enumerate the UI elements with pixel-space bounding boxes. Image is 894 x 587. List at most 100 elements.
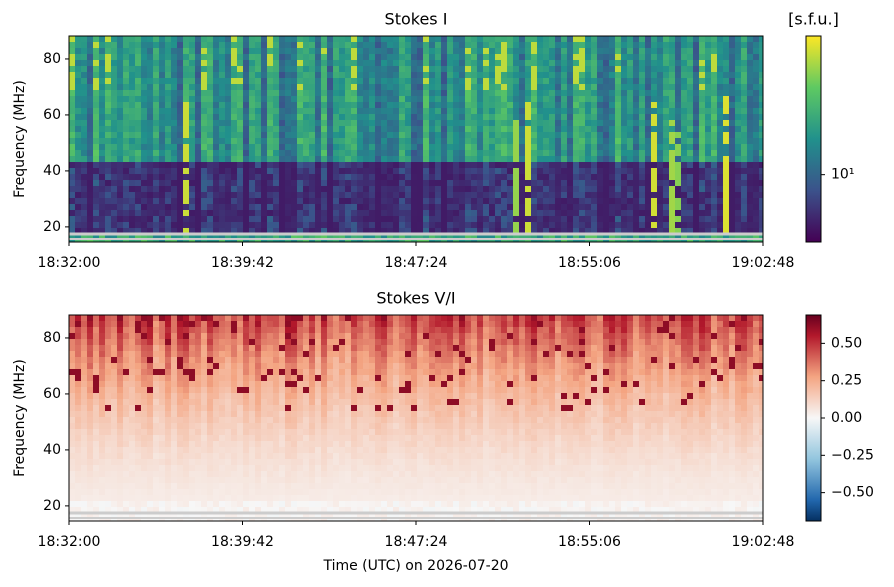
spectrogram-cell [177, 228, 183, 234]
spectrogram-cell [111, 150, 117, 156]
spectrogram-cell [93, 102, 99, 108]
spectrogram-cell [237, 186, 243, 192]
spectrogram-cell [123, 66, 129, 72]
spectrogram-cell [357, 234, 363, 240]
spectrogram-cell [165, 507, 171, 513]
spectrogram-cell [111, 381, 117, 387]
spectrogram-cell [483, 102, 489, 108]
spectrogram-cell [117, 369, 123, 375]
spectrogram-cell [693, 156, 699, 162]
spectrogram-cell [207, 132, 213, 138]
spectrogram-cell [675, 162, 681, 168]
spectrogram-cell [213, 315, 219, 321]
spectrogram-cell [165, 96, 171, 102]
spectrogram-cell [219, 417, 225, 423]
spectrogram-cell [315, 120, 321, 126]
spectrogram-cell [213, 42, 219, 48]
spectrogram-cell [693, 54, 699, 60]
spectrogram-cell [525, 36, 531, 42]
spectrogram-cell [729, 228, 735, 234]
spectrogram-cell [123, 315, 129, 321]
spectrogram-cell [141, 441, 147, 447]
spectrogram-cell [153, 48, 159, 54]
spectrogram-cell [621, 240, 627, 242]
spectrogram-cell [525, 96, 531, 102]
spectrogram-cell [465, 198, 471, 204]
spectrogram-cell [261, 78, 267, 84]
spectrogram-cell [567, 120, 573, 126]
spectrogram-cell [183, 441, 189, 447]
spectrogram-cell [93, 90, 99, 96]
spectrogram-cell [171, 399, 177, 405]
spectrogram-cell [729, 72, 735, 78]
spectrogram-cell [519, 120, 525, 126]
spectrogram-cell [123, 423, 129, 429]
spectrogram-cell [183, 126, 189, 132]
spectrogram-cell [75, 78, 81, 84]
spectrogram-cell [609, 222, 615, 228]
spectrogram-cell [429, 216, 435, 222]
spectrogram-cell [93, 333, 99, 339]
spectrogram-cell [651, 228, 657, 234]
spectrogram-cell [87, 132, 93, 138]
spectrogram-cell [87, 459, 93, 465]
spectrogram-cell [393, 162, 399, 168]
spectrogram-cell [681, 234, 687, 240]
spectrogram-cell [663, 90, 669, 96]
spectrogram-cell [405, 108, 411, 114]
spectrogram-cell [201, 495, 207, 501]
spectrogram-cell [501, 36, 507, 42]
spectrogram-cell [231, 156, 237, 162]
spectrogram-cell [171, 216, 177, 222]
spectrogram-cell [285, 162, 291, 168]
spectrogram-cell [87, 42, 93, 48]
spectrogram-cell [663, 96, 669, 102]
spectrogram-cell [447, 234, 453, 240]
spectrogram-cell [135, 60, 141, 66]
spectrogram-cell [555, 234, 561, 240]
spectrogram-cell [459, 198, 465, 204]
spectrogram-cell [393, 102, 399, 108]
spectrogram-cell [699, 240, 705, 242]
spectrogram-cell [453, 48, 459, 54]
spectrogram-cell [681, 132, 687, 138]
spectrogram-cell [105, 357, 111, 363]
spectrogram-cell [555, 66, 561, 72]
spectrogram-cell [183, 186, 189, 192]
spectrogram-cell [753, 72, 759, 78]
spectrogram-cell [675, 102, 681, 108]
spectrogram-cell [417, 132, 423, 138]
spectrogram-cell [501, 78, 507, 84]
spectrogram-cell [183, 459, 189, 465]
spectrogram-cell [249, 198, 255, 204]
spectrogram-cell [177, 501, 183, 507]
spectrogram-cell [297, 150, 303, 156]
spectrogram-cell [759, 114, 763, 120]
spectrogram-cell [495, 84, 501, 90]
spectrogram-cell [525, 204, 531, 210]
spectrogram-cell [189, 333, 195, 339]
spectrogram-cell [735, 168, 741, 174]
spectrogram-cell [603, 162, 609, 168]
spectrogram-cell [123, 42, 129, 48]
spectrogram-cell [465, 78, 471, 84]
spectrogram-cell [99, 495, 105, 501]
spectrogram-cell [303, 54, 309, 60]
spectrogram-cell [243, 216, 249, 222]
spectrogram-cell [645, 174, 651, 180]
spectrogram-cell [699, 186, 705, 192]
spectrogram-cell [423, 42, 429, 48]
spectrogram-cell [537, 132, 543, 138]
spectrogram-cell [393, 96, 399, 102]
spectrogram-cell [657, 192, 663, 198]
spectrogram-cell [189, 54, 195, 60]
spectrogram-cell [195, 114, 201, 120]
spectrogram-cell [555, 102, 561, 108]
spectrogram-cell [123, 216, 129, 222]
spectrogram-cell [711, 192, 717, 198]
spectrogram-cell [285, 228, 291, 234]
spectrogram-cell [435, 54, 441, 60]
spectrogram-cell [165, 351, 171, 357]
spectrogram-cell [681, 84, 687, 90]
y-tick-label: 20 [43, 219, 61, 235]
